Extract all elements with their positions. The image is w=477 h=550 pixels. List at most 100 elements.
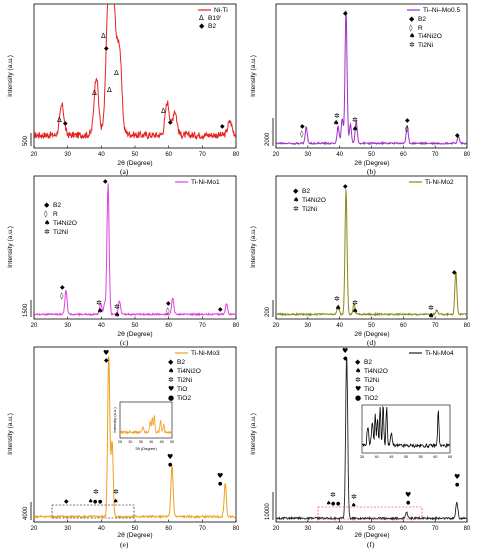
panel-e-inset: 25 30 35 40 45 50 2θ (Degree) Intensity (a.u.… (112, 401, 174, 451)
panel-f-xlabel: 2θ (Degree) (354, 532, 389, 539)
marker-diamond-icon: ◆ (64, 498, 69, 505)
x-tick-label: 20 (31, 152, 38, 158)
x-tick-label: 60 (165, 526, 172, 532)
x-tick-label: 60 (165, 323, 172, 329)
panel-d-scale-label: 200 (265, 306, 271, 317)
marker-spade-icon: ♠ (326, 500, 331, 507)
panel-b-legend-asterisk-icon: ✲ (409, 41, 415, 49)
panel-e-trace (34, 356, 236, 520)
panel-a-legend-b2: B2 (208, 23, 216, 30)
inset-tick-label: 60 (433, 455, 437, 459)
x-tick-label: 50 (132, 323, 139, 329)
marker-triangle-icon: Δ (101, 32, 106, 40)
panel-e-legend-ti2ni: Ti2Ni (177, 377, 193, 384)
caption-e: (e) (120, 540, 129, 549)
marker-diamond-icon: ◆ (60, 284, 65, 291)
marker-diamond-icon: ◆ (63, 120, 68, 127)
inset-tick-label: 50 (170, 440, 174, 444)
x-tick-label: 80 (233, 526, 240, 532)
panel-d-legend-asterisk-icon: ✲ (293, 205, 299, 213)
marker-diamond-icon: ◆ (300, 123, 305, 130)
panel-d-xlabel: 2θ (Degree) (354, 331, 389, 338)
x-tick-label: 60 (400, 526, 407, 532)
marker-circle-icon: ● (336, 501, 341, 507)
panel-a-peak-markers: Δ ◆ Δ Δ ◆ Δ Δ Δ ◆ ◆ (57, 32, 225, 130)
panel-b-frame (275, 3, 468, 149)
x-tick-label: 30 (304, 323, 311, 329)
x-tick-label: 50 (132, 152, 139, 158)
x-tick-label: 40 (98, 526, 105, 532)
inset-tick-label: 35 (139, 440, 143, 444)
marker-open-diamond-icon: ◊ (166, 307, 170, 315)
x-tick-label: 60 (400, 152, 407, 158)
panel-c-legend-ti4ni2o: Ti4Ni2O (53, 220, 77, 227)
marker-diamond-icon: ◆ (343, 10, 348, 17)
x-tick-label: 70 (432, 526, 439, 532)
panel-e-inset-ylabel: Intensity (a.u.) (112, 407, 117, 433)
panel-b-legend-diamond-icon: ◆ (409, 15, 415, 23)
panel-b-ylabel: Intensity (a.u.) (250, 55, 257, 97)
panel-e-inset-xlabel: 2θ (Degree) (135, 446, 157, 451)
inset-tick-label: 45 (160, 440, 164, 444)
panel-c-legend-ti2ni: Ti2Ni (53, 229, 69, 236)
panel-c-ylabel: Intensity (a.u.) (7, 226, 14, 268)
panel-d-peak-markers: ✲ ♠ ◆ ✲ ♠ ✲ ♠ ◆ (334, 183, 457, 320)
marker-diamond-icon: ◆ (405, 117, 410, 124)
x-tick-label: 80 (464, 323, 471, 329)
panel-f-legend-label: Ti-Ni-Mo4 (425, 350, 454, 357)
panel-e-legend-tio: TiO (177, 386, 187, 393)
panel-a-x-ticks: 20 30 40 50 60 70 80 (31, 145, 240, 158)
x-tick-label: 50 (368, 152, 375, 158)
panel-b-legend-ti4ni2o: Ti4Ni2O (418, 33, 442, 40)
panel-c-legend-label: Ti-Ni-Mo1 (191, 179, 220, 186)
x-tick-label: 40 (336, 152, 343, 158)
panel-d-legend-ti2ni: Ti2Ni (302, 206, 318, 213)
panel-b-legend-ti2ni: Ti2Ni (418, 42, 434, 49)
panel-a-legend-b19: B19′ (208, 15, 222, 22)
panel-b: 20 30 40 50 60 70 80 2θ (Degree) Intensity (a.… (250, 3, 471, 167)
panel-a-legend-triangle-icon: Δ (199, 14, 204, 22)
marker-asterisk-icon: ✲ (351, 493, 357, 501)
panel-d-x-ticks: 20 30 40 50 60 70 80 (273, 316, 471, 329)
panel-b-peak-markers: ◆ ◊ ♠ ✲ ◆ ✲ ♠ ◆ ◊ ◆ (300, 10, 460, 139)
panel-f: 20 30 40 50 60 70 80 2θ (Degree) Intensity (a.… (250, 346, 471, 539)
marker-diamond-icon: ◆ (452, 269, 457, 276)
panel-f-legend-circle-icon: ● (355, 394, 361, 402)
marker-circle-icon: ● (93, 499, 98, 505)
x-tick-label: 30 (64, 323, 71, 329)
x-tick-label: 30 (64, 152, 71, 158)
x-tick-label: 50 (132, 526, 139, 532)
marker-diamond-icon: ◆ (103, 178, 108, 185)
marker-circle-icon: ● (98, 499, 103, 505)
marker-asterisk-icon: ✲ (428, 304, 434, 312)
panel-f-legend-heart-icon: ♥ (355, 385, 361, 393)
panel-d-legend-label: Ti-Ni-Mo2 (425, 179, 454, 186)
panel-c-scale-label: 1500 (23, 303, 29, 317)
panel-b-scale-label: 2000 (265, 132, 271, 146)
panel-a-ylabel: Intensity (a.u.) (7, 55, 14, 97)
marker-diamond-icon: ◆ (220, 123, 225, 130)
marker-spade-icon: ♠ (352, 125, 358, 133)
inset-tick-label: 25 (118, 440, 122, 444)
panel-c-legend-open-diamond-icon: ◊ (44, 210, 48, 218)
x-tick-label: 20 (31, 323, 38, 329)
x-tick-label: 40 (98, 323, 105, 329)
x-tick-label: 30 (304, 526, 311, 532)
inset-tick-label: 65 (448, 455, 452, 459)
panel-c-legend-asterisk-icon: ✲ (44, 228, 50, 236)
inset-tick-label: 35 (360, 455, 364, 459)
x-tick-label: 40 (336, 323, 343, 329)
panel-e-legend-asterisk-icon: ✲ (168, 376, 174, 384)
caption-d: (d) (367, 338, 376, 347)
panel-d-trace (276, 189, 467, 317)
panel-e-legend-b2: B2 (177, 359, 185, 366)
marker-heart-icon: ♥ (167, 453, 173, 461)
marker-circle-icon: ● (168, 462, 173, 468)
x-tick-label: 50 (368, 526, 375, 532)
marker-circle-icon: ● (331, 501, 336, 507)
panel-f-legend-diamond-icon: ◆ (355, 358, 361, 366)
panel-e: 20 30 40 50 60 70 80 2θ (Degree) Intensity (a.… (7, 346, 240, 539)
x-tick-label: 20 (273, 526, 280, 532)
panel-f-legend-tio2: TiO2 (364, 395, 378, 402)
panel-e-ylabel: Intensity (a.u.) (7, 413, 14, 455)
